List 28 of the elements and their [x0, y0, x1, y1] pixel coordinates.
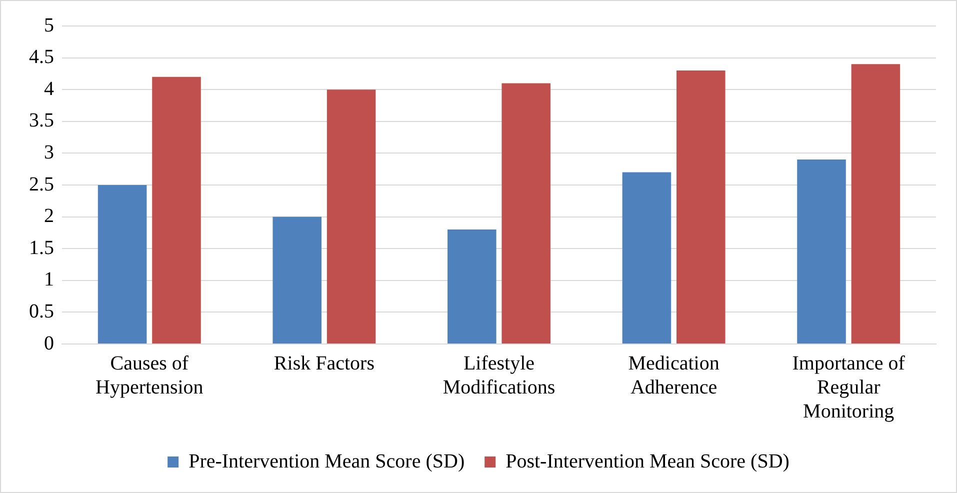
legend-label: Pre-Intervention Mean Score (SD) [188, 450, 465, 472]
y-tick-label: 0 [44, 332, 54, 354]
y-tick-label: 3 [44, 141, 54, 164]
y-tick-label: 2 [44, 205, 54, 228]
bar [851, 64, 900, 344]
y-tick-label: 0.5 [29, 300, 54, 322]
y-tick-label: 1.5 [29, 236, 54, 259]
bar [502, 83, 550, 344]
bar [797, 160, 846, 344]
x-tick-label: Causes of Hypertension [96, 352, 204, 398]
x-tick-label: Importance of Regular Monitoring [792, 352, 906, 422]
x-tick-label: Lifestyle Modifications [442, 352, 556, 398]
y-tick-label: 4.5 [29, 46, 54, 68]
y-tick-label: 4 [44, 78, 54, 100]
y-tick-label: 1 [44, 268, 54, 291]
bar [676, 70, 726, 344]
bar [622, 172, 672, 344]
bar [448, 230, 496, 344]
bar [326, 90, 376, 344]
y-tick-label: 5 [44, 14, 54, 36]
bar [98, 185, 147, 344]
x-tick-label: Medication Adherence [628, 352, 720, 398]
x-tick-label: Risk Factors [274, 352, 375, 374]
bar [152, 76, 201, 344]
y-tick-label: 3.5 [29, 110, 54, 132]
legend-label: Post-Intervention Mean Score (SD) [506, 450, 790, 472]
bar [272, 216, 322, 344]
y-tick-label: 2.5 [29, 173, 54, 196]
